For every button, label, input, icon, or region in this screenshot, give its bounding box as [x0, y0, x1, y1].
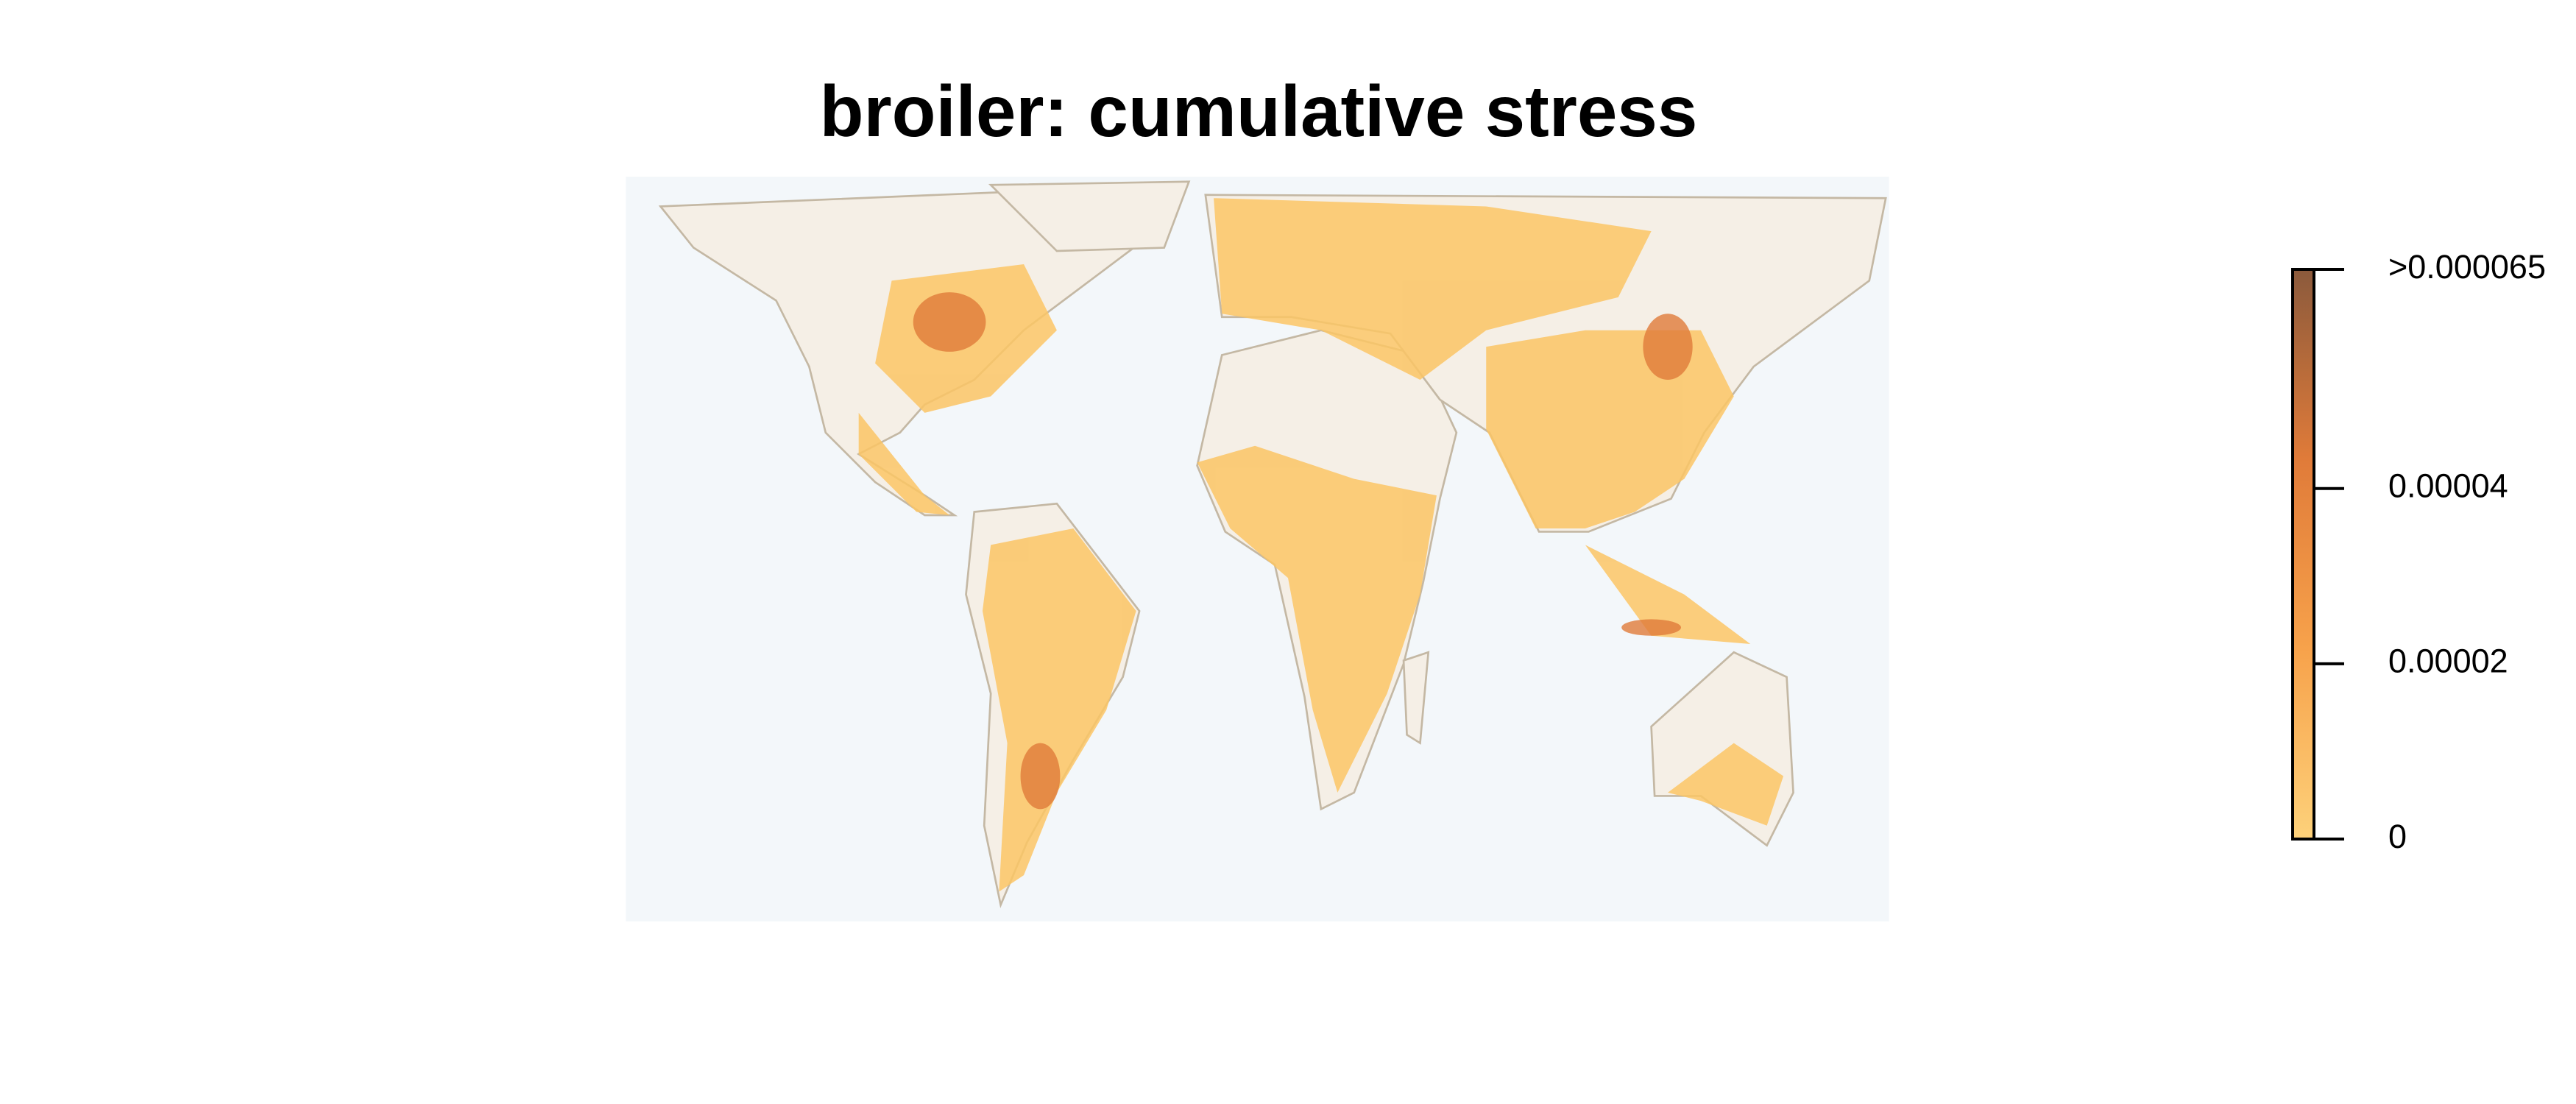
- color-bar: [2291, 268, 2315, 841]
- stress-areas: [858, 198, 1784, 892]
- tick-label: >0.000065: [2388, 248, 2546, 286]
- world-map: [626, 177, 1889, 921]
- color-legend: 0 0.00002 0.00004 >0.000065: [2291, 248, 2546, 855]
- tick-label: 0.00004: [2388, 467, 2508, 505]
- tick-label: 0: [2388, 818, 2407, 855]
- high-stress-areas: [913, 292, 1693, 810]
- tick-label: 0.00002: [2388, 643, 2508, 680]
- map-title: broiler: cumulative stress: [820, 71, 1698, 152]
